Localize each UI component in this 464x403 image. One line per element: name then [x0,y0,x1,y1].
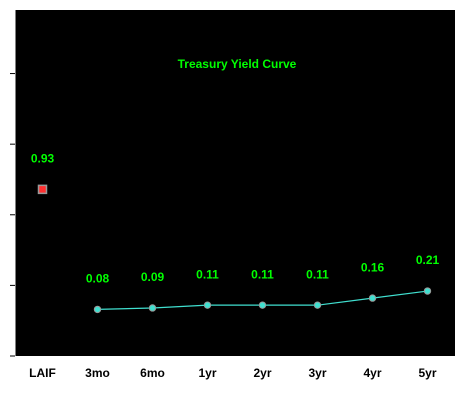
x-tick-label: LAIF [29,366,56,380]
data-label: 0.11 [251,267,274,281]
x-tick-label: 3yr [308,366,326,380]
x-tick-label: 5yr [418,366,436,380]
data-label: 0.11 [306,267,329,281]
data-label: 0.08 [86,272,110,286]
data-label: 0.16 [361,260,385,274]
point-marker [148,304,157,312]
point-marker [93,305,102,314]
x-tick-label: 6mo [140,366,165,380]
chart-title: Treasury Yield Curve [178,57,297,71]
point-marker [258,301,267,309]
data-label: 0.93 [31,152,55,166]
point-marker [313,301,322,309]
plot-area [15,10,455,356]
point-marker [37,184,48,195]
x-tick-label: 1yr [198,366,216,380]
data-label: 0.11 [196,267,219,281]
x-tick-label: 4yr [363,366,381,380]
x-tick-label: 3mo [85,366,110,380]
point-marker [423,287,432,295]
data-label: 0.21 [416,253,440,267]
x-tick-label: 2yr [253,366,271,380]
point-marker [368,294,377,302]
data-label: 0.09 [141,270,165,284]
point-marker [203,301,212,309]
